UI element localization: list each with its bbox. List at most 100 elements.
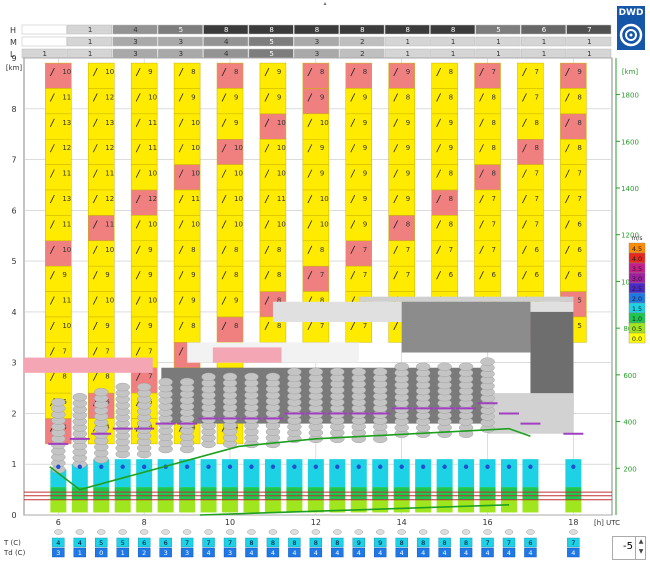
wind-box <box>345 62 373 89</box>
spinner-down-icon[interactable]: ▼ <box>638 548 644 555</box>
updraft-cell <box>307 487 324 500</box>
cloud-cell-value: 1 <box>42 50 46 58</box>
wind-barb <box>565 144 570 153</box>
cloud-cell-value: 1 <box>88 38 92 46</box>
weather-cloud-icon <box>526 529 535 535</box>
cloud-cell <box>248 36 294 47</box>
wind-box <box>302 189 330 216</box>
y-left-tick-label: 9 <box>11 54 16 63</box>
wind-barb <box>92 118 98 128</box>
temperature-cell <box>331 537 344 548</box>
spinner-value[interactable]: -5 <box>623 541 633 552</box>
updraft-cell <box>458 487 475 500</box>
weather-cloud-icon <box>311 529 321 535</box>
wind-box <box>216 215 244 242</box>
temperature-cell <box>159 537 172 548</box>
wind-box <box>474 215 501 242</box>
wind-barb <box>49 93 55 102</box>
cloud-cell <box>294 24 339 35</box>
wind-box-value: 11 <box>62 170 71 178</box>
wind-box <box>259 62 287 89</box>
wind-box-value: 9 <box>363 195 367 203</box>
wind-barb <box>178 67 184 77</box>
wind-barb <box>350 169 356 178</box>
wind-box-value: 7 <box>406 246 410 254</box>
wind-box-value: 12 <box>62 144 71 152</box>
wind-box-value: 8 <box>320 246 324 254</box>
drag-handle-icon[interactable]: ▴ <box>323 0 327 7</box>
surface-point <box>399 464 404 469</box>
y-right-tick-label: 400 <box>623 419 636 427</box>
wind-box <box>173 316 201 343</box>
legend-label: 2.5 <box>632 285 642 293</box>
surface-point <box>335 464 340 469</box>
temperature-row-label: T (C) <box>3 539 21 547</box>
wind-barb <box>49 220 55 229</box>
offset-spinner[interactable]: -5 ▲ ▼ <box>612 536 646 560</box>
cumulus-puff <box>222 372 238 382</box>
weather-cloud-icon <box>97 529 106 535</box>
y-left-tick-label: 3 <box>11 359 16 368</box>
wind-barb <box>221 271 227 280</box>
updraft-cell <box>350 487 367 500</box>
cumulus-puff <box>265 372 281 382</box>
wind-barb <box>479 245 484 254</box>
legend-unit: m/s <box>632 235 643 242</box>
wind-barb <box>92 144 98 153</box>
wind-barb <box>522 93 527 102</box>
wind-box-value: 7 <box>449 246 453 254</box>
wind-box <box>259 265 287 292</box>
updraft-cell <box>500 499 517 513</box>
cloud-cell-value: 8 <box>360 26 364 34</box>
wind-barb <box>436 169 441 178</box>
wind-box <box>302 138 330 165</box>
cloud-cell <box>112 36 158 47</box>
wind-barb <box>178 245 184 254</box>
wind-barb <box>178 296 184 305</box>
wind-box <box>259 138 287 165</box>
wind-box-value: 8 <box>449 170 453 178</box>
dewpoint-value: 4 <box>464 549 468 557</box>
wind-box-value: 4 <box>191 424 196 432</box>
wind-box <box>259 189 287 216</box>
wind-box-value: 9 <box>277 68 281 76</box>
y-left-tick-label: 1 <box>11 460 16 469</box>
wind-box <box>173 291 201 318</box>
dewpoint-cell <box>223 547 237 558</box>
wind-box <box>302 164 330 191</box>
wind-barb <box>350 118 356 128</box>
surface-point <box>292 464 297 469</box>
wind-barb <box>221 321 227 331</box>
wind-box-value: 9 <box>234 93 238 101</box>
wind-box <box>130 240 158 267</box>
cumulus-puff <box>330 367 345 377</box>
wind-box-value: 9 <box>363 220 367 228</box>
updraft-cell <box>307 499 324 513</box>
updraft-cell <box>522 499 539 513</box>
wind-barb <box>522 245 527 254</box>
cloud-cell <box>430 24 476 35</box>
spinner-buttons[interactable]: ▲ ▼ <box>635 537 646 559</box>
wind-box <box>302 215 330 242</box>
wind-barb <box>49 321 55 331</box>
wind-box <box>45 265 72 292</box>
wind-box-value: 8 <box>449 93 453 101</box>
wind-box-value: 7 <box>492 68 496 76</box>
weather-cloud-icon <box>161 529 170 535</box>
updraft-cell <box>286 499 303 513</box>
weather-cloud-icon <box>75 529 84 535</box>
wind-box-value: 9 <box>406 119 410 127</box>
dewpoint-row-label: Td (C) <box>3 549 26 557</box>
temperature-cell <box>116 537 129 548</box>
wind-box <box>173 240 201 267</box>
dewpoint-cell <box>395 547 408 558</box>
spinner-up-icon[interactable]: ▲ <box>638 538 644 545</box>
wind-box-value: 7 <box>105 347 109 355</box>
wind-barb <box>393 245 399 254</box>
wind-box-value: 8 <box>191 68 195 76</box>
wind-box-value: 12 <box>105 144 114 152</box>
wind-box <box>216 138 244 165</box>
weather-cloud-icon <box>440 529 449 535</box>
wind-barb <box>49 118 55 128</box>
